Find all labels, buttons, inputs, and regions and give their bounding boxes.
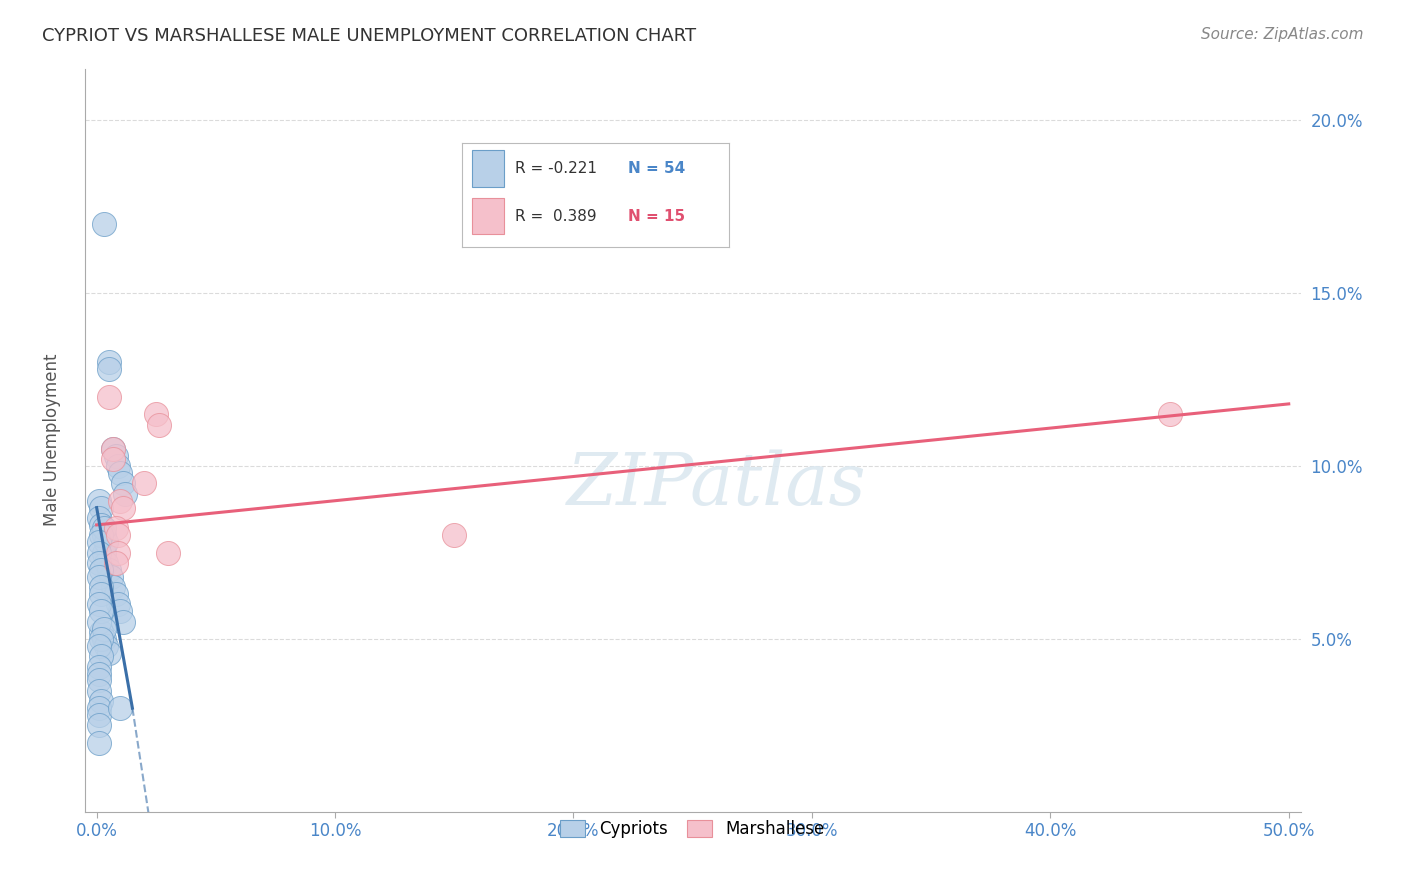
Point: [107, 545, 129, 559]
Point: [1159, 407, 1181, 421]
Point: [103, 442, 125, 456]
Point: [87, 535, 110, 549]
Text: ZIPatlas: ZIPatlas: [567, 450, 868, 520]
Point: [97, 355, 120, 369]
Point: [104, 449, 127, 463]
Point: [111, 615, 134, 629]
Point: [111, 476, 134, 491]
Y-axis label: Male Unemployment: Male Unemployment: [44, 354, 60, 526]
Point: [104, 521, 127, 535]
Point: [90, 528, 112, 542]
Point: [100, 570, 122, 584]
Point: [134, 476, 156, 491]
Point: [110, 701, 132, 715]
Point: [90, 694, 112, 708]
Point: [90, 500, 112, 515]
Point: [97, 646, 120, 660]
Point: [87, 673, 110, 688]
Point: [107, 459, 129, 474]
Point: [87, 666, 110, 681]
Point: [114, 487, 136, 501]
Point: [90, 517, 112, 532]
Point: [110, 493, 132, 508]
Point: [93, 521, 115, 535]
Text: Source: ZipAtlas.com: Source: ZipAtlas.com: [1201, 27, 1364, 42]
Point: [93, 632, 115, 646]
Point: [87, 493, 110, 508]
Point: [148, 417, 170, 432]
Point: [96, 535, 118, 549]
Point: [90, 604, 112, 618]
Point: [443, 528, 465, 542]
Point: [90, 587, 112, 601]
Point: [107, 598, 129, 612]
Point: [90, 649, 112, 664]
Point: [97, 362, 120, 376]
Text: CYPRIOT VS MARSHALLESE MALE UNEMPLOYMENT CORRELATION CHART: CYPRIOT VS MARSHALLESE MALE UNEMPLOYMENT…: [42, 27, 696, 45]
Point: [145, 407, 167, 421]
Point: [93, 545, 115, 559]
Point: [96, 556, 118, 570]
Point: [87, 639, 110, 653]
Point: [107, 528, 129, 542]
Point: [157, 545, 180, 559]
Point: [93, 217, 115, 231]
Point: [87, 615, 110, 629]
Point: [103, 442, 125, 456]
Point: [111, 500, 134, 515]
Point: [87, 708, 110, 723]
Point: [97, 390, 120, 404]
Point: [87, 511, 110, 525]
Point: [87, 736, 110, 750]
Point: [104, 587, 127, 601]
Point: [104, 556, 127, 570]
Point: [87, 659, 110, 673]
Point: [110, 604, 132, 618]
Point: [87, 701, 110, 715]
Point: [90, 632, 112, 646]
Point: [90, 563, 112, 577]
Point: [103, 580, 125, 594]
Point: [90, 580, 112, 594]
Point: [90, 625, 112, 640]
Point: [96, 639, 118, 653]
Point: [103, 452, 125, 467]
Point: [87, 598, 110, 612]
Point: [93, 528, 115, 542]
Point: [87, 684, 110, 698]
Legend: Cypriots, Marshallese: Cypriots, Marshallese: [554, 813, 832, 845]
Point: [93, 622, 115, 636]
Point: [87, 718, 110, 732]
Point: [110, 466, 132, 480]
Point: [97, 563, 120, 577]
Point: [87, 545, 110, 559]
Point: [87, 570, 110, 584]
Point: [87, 556, 110, 570]
